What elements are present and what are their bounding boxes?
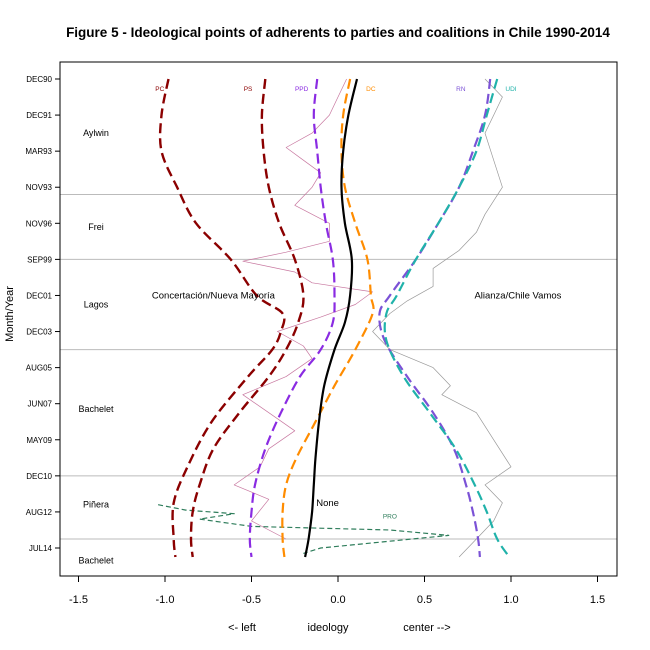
period-label: Bachelet — [78, 404, 114, 414]
x-tick-label: -1.0 — [156, 594, 175, 606]
period-label: Aylwin — [83, 128, 109, 138]
period-dividers — [60, 193, 617, 540]
series-label-pc: PC — [155, 86, 164, 93]
series-label-rn: RN — [456, 86, 466, 93]
series-line-concertaci-n-nueva-mayor-a-observed — [233, 78, 373, 540]
y-tick-label: NOV96 — [26, 219, 53, 228]
series-line-rn — [378, 78, 492, 558]
y-tick-label: DEC91 — [26, 111, 52, 120]
series-line-dc — [281, 78, 375, 558]
period-label: Lagos — [84, 299, 109, 309]
y-tick-label: AUG05 — [26, 364, 53, 373]
y-tick-label: DEC90 — [26, 75, 52, 84]
series-line-pc — [158, 78, 286, 558]
series-label-udi: UDI — [505, 86, 516, 93]
series-line-ppd — [248, 78, 336, 558]
y-tick-label: JUL14 — [29, 544, 53, 553]
y-tick-label: MAR93 — [25, 147, 52, 156]
series-label-ppd: PPD — [295, 86, 309, 93]
y-tick-label: DEC10 — [26, 472, 52, 481]
y-tick-label: NOV93 — [26, 183, 53, 192]
period-label: Bachelet — [78, 556, 114, 566]
x-tick-label: 1.5 — [590, 594, 605, 606]
series-line-none — [304, 78, 359, 558]
period-label: Piñera — [83, 500, 109, 510]
x-axis-label-center: ideology — [308, 622, 349, 634]
x-axis-label-left: <- left — [228, 622, 256, 634]
x-axis-ticks: -1.5 -1.0 -0.5 0.0 0.5 1.0 1.5 — [69, 576, 605, 606]
series-lines — [157, 78, 512, 558]
x-tick-label: -0.5 — [242, 594, 261, 606]
series-line-ps — [189, 78, 305, 558]
y-tick-label: MAY09 — [26, 436, 52, 445]
x-tick-label: 0.0 — [330, 594, 345, 606]
series-labels: PPD DC RN UDI PC PS Concertación/Nueva Mayoría… — [152, 86, 562, 521]
x-tick-label: 0.5 — [417, 594, 432, 606]
series-line-udi — [383, 78, 511, 558]
y-tick-label: DEC01 — [26, 291, 52, 300]
annotation-label: Alianza/Chile Vamos — [474, 290, 561, 301]
series-line-alianza-chile-vamos-observed — [372, 78, 512, 558]
y-tick-label: SEP99 — [27, 255, 52, 264]
y-axis-ticks: DEC90 DEC91 MAR93 NOV93 NOV96 SEP99 DEC01 DEC03… — [25, 75, 60, 553]
annotation-label: None — [316, 498, 339, 509]
period-label: Frei — [88, 222, 104, 232]
series-line-pro — [157, 504, 450, 554]
period-labels: Aylwin Frei Lagos Bachelet Piñera Bachelet — [78, 128, 114, 566]
x-axis-label-right: center --> — [403, 622, 450, 634]
y-tick-label: AUG12 — [26, 508, 53, 517]
series-label-ps: PS — [244, 86, 253, 93]
series-label-dc: DC — [366, 86, 376, 93]
y-axis-label: Month/Year — [4, 286, 16, 342]
chart-title: Figure 5 - Ideological points of adheren… — [66, 25, 610, 40]
annotation-label: PRO — [383, 514, 397, 521]
annotation-label: Concertación/Nueva Mayoría — [152, 290, 276, 301]
y-tick-label: DEC03 — [26, 328, 52, 337]
x-tick-label: -1.5 — [69, 594, 88, 606]
x-tick-label: 1.0 — [503, 594, 518, 606]
y-tick-label: JUN07 — [28, 400, 53, 409]
